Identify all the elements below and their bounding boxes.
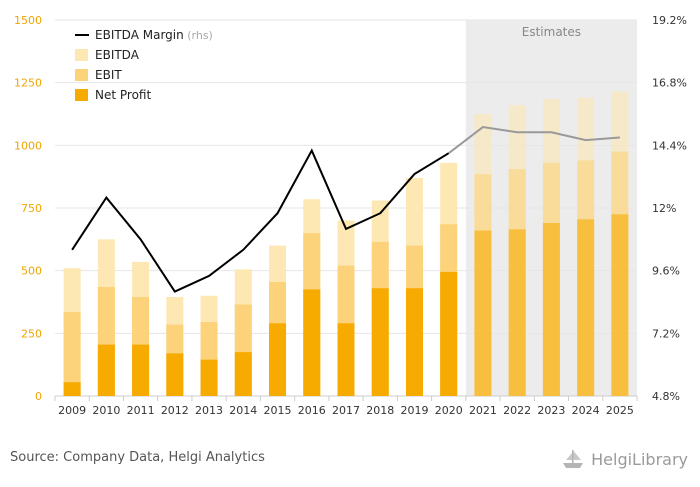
helgi-ship-logo-icon	[563, 450, 584, 468]
legend-swatch	[75, 69, 88, 81]
x-axis-tick-label: 2021	[469, 404, 497, 417]
left-axis-tick-label: 250	[21, 327, 42, 340]
x-axis-tick-label: 2017	[332, 404, 360, 417]
right-axis-tick-label: 19.2%	[652, 14, 687, 27]
left-axis-tick-label: 1000	[14, 139, 42, 152]
net-profit-bar	[63, 382, 81, 396]
right-axis-tick-label: 7.2%	[652, 327, 680, 340]
net-profit-bar	[577, 219, 595, 396]
left-axis-tick-label: 1250	[14, 77, 42, 90]
x-axis-tick-label: 2010	[92, 404, 120, 417]
ebitda-margin-line	[71, 148, 450, 293]
net-profit-bar	[303, 289, 321, 396]
left-axis-tick-label: 0	[35, 390, 42, 403]
net-profit-bar	[132, 344, 150, 396]
x-axis-tick-label: 2014	[229, 404, 257, 417]
x-axis-tick-label: 2024	[572, 404, 600, 417]
legend-item-ebit: EBIT	[95, 68, 122, 82]
net-profit-bar	[371, 288, 389, 396]
x-axis-tick-label: 2009	[58, 404, 86, 417]
x-axis-tick-label: 2018	[366, 404, 394, 417]
legend-rhs-note: (rhs)	[184, 29, 213, 42]
left-axis-tick-label: 750	[21, 202, 42, 215]
net-profit-bar	[234, 352, 252, 396]
x-axis-tick-label: 2012	[161, 404, 189, 417]
x-axis-tick-label: 2016	[298, 404, 326, 417]
x-axis-tick-label: 2019	[400, 404, 428, 417]
right-axis-tick-label: 16.8%	[652, 77, 687, 90]
x-axis-tick-label: 2025	[606, 404, 634, 417]
x-axis-tick-label: 2015	[264, 404, 292, 417]
ebitda-margin-line-estimate	[448, 126, 620, 154]
x-axis-tick-label: 2023	[537, 404, 565, 417]
right-axis-tick-label: 4.8%	[652, 390, 680, 403]
right-axis-tick-label: 14.4%	[652, 139, 687, 152]
net-profit-bar	[166, 353, 184, 396]
legend-item-ebitda: EBITDA	[95, 48, 140, 62]
net-profit-bar	[508, 229, 526, 396]
legend-swatch	[75, 89, 88, 101]
estimates-label: Estimates	[522, 25, 581, 39]
net-profit-bar	[200, 359, 218, 396]
x-axis-tick-label: 2022	[503, 404, 531, 417]
net-profit-bar	[542, 223, 560, 396]
net-profit-bar	[440, 271, 458, 396]
net-profit-bar	[269, 323, 287, 396]
net-profit-bar	[474, 230, 492, 396]
net-profit-bar	[611, 214, 629, 396]
x-axis-tick-label: 2013	[195, 404, 223, 417]
net-profit-bar	[405, 288, 423, 396]
net-profit-bar	[97, 344, 115, 396]
brand-logo[interactable]: HelgiLibrary	[560, 448, 688, 470]
right-axis-tick-label: 9.6%	[652, 265, 680, 278]
legend-item-net-profit: Net Profit	[95, 88, 151, 102]
x-axis-tick-label: 2011	[127, 404, 155, 417]
x-axis-tick-label: 2020	[435, 404, 463, 417]
left-axis-tick-label: 1500	[14, 14, 42, 27]
source-note: Source: Company Data, Helgi Analytics	[10, 450, 265, 465]
right-axis-tick-label: 12%	[652, 202, 676, 215]
brand-name: HelgiLibrary	[591, 449, 688, 469]
legend-swatch	[75, 49, 88, 61]
ebit-bar	[63, 312, 81, 396]
legend-item-ebitda-margin: EBITDA Margin (rhs)	[95, 28, 213, 42]
left-axis-tick-label: 500	[21, 265, 42, 278]
net-profit-bar	[337, 323, 355, 396]
